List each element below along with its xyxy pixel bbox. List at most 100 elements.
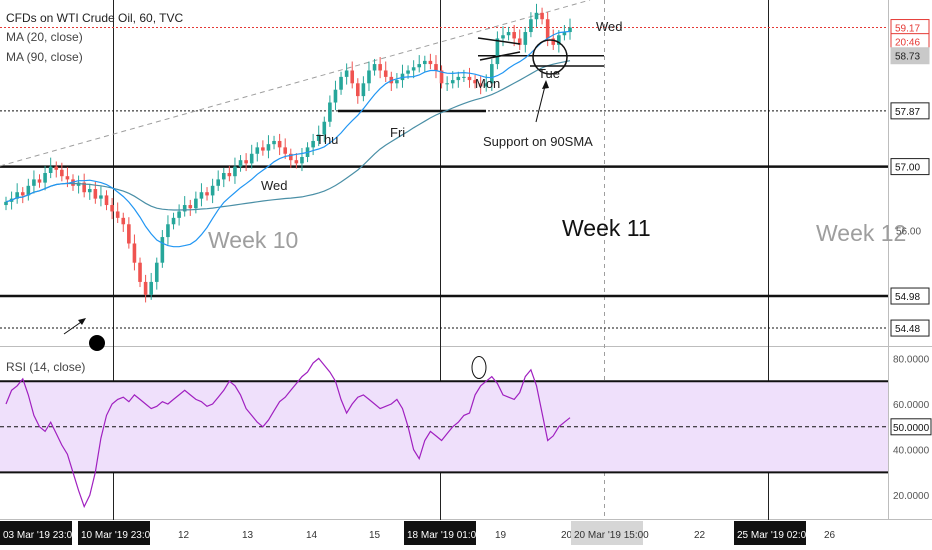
candle-body [339, 76, 343, 90]
price-badge-label: 59.17 [895, 24, 920, 35]
candle-body [311, 140, 315, 148]
rising-trendline [0, 0, 591, 167]
time-axis-label: 15 [369, 530, 381, 541]
candle-body [37, 179, 42, 183]
price-badge [890, 102, 930, 120]
annotation-0: Wed [596, 19, 623, 34]
price-badge-label: 54.48 [895, 324, 920, 335]
candle-body [60, 169, 64, 177]
candle-body [545, 19, 550, 39]
rsi-tick-label: 80.0000 [893, 354, 930, 365]
pennant-top [477, 37, 521, 45]
candle-body [490, 64, 494, 84]
candle-body [115, 211, 120, 218]
candle-body [4, 201, 8, 206]
rsi-peak-marker [471, 356, 487, 380]
candle-body [551, 38, 556, 45]
candle-body [344, 70, 349, 77]
candle-body [76, 182, 81, 186]
candle-body [227, 173, 232, 177]
candle-body [411, 67, 416, 71]
time-axis-label: 03 Mar '19 23:00 [3, 530, 78, 541]
candle-body [523, 32, 528, 45]
candle-body [266, 144, 271, 151]
candle-body [138, 262, 142, 282]
candle-body [249, 153, 254, 164]
candle-body [54, 166, 59, 170]
candle-body [127, 224, 131, 244]
candle-body [512, 32, 516, 39]
candle-body [406, 70, 410, 74]
annotation-5: Wed [261, 178, 288, 193]
low-arrow-head [78, 318, 86, 325]
time-axis-label: 19 [495, 530, 507, 541]
candle-body [484, 83, 489, 87]
candle-body [378, 64, 382, 71]
price-badge [890, 158, 930, 176]
annotation-4: Fri [390, 125, 405, 140]
candle-body [450, 80, 455, 84]
candle-body [177, 211, 181, 218]
price-tick-label: 56.00 [896, 227, 921, 238]
tue-circle-marker [532, 39, 568, 75]
candle-body [20, 192, 25, 196]
time-label-badge [404, 521, 476, 545]
candle-body [434, 64, 438, 71]
candle-body [417, 64, 422, 68]
candle-body [361, 83, 366, 97]
candle-body [495, 38, 500, 65]
rsi-badge-label: 50.0000 [893, 423, 930, 434]
candle-body [99, 195, 103, 199]
candle-body [568, 27, 572, 33]
candle-body [423, 60, 427, 65]
annotation-6: Support on 90SMA [483, 134, 593, 149]
candle-body [473, 80, 477, 84]
candle-body [255, 147, 260, 154]
candle-body [171, 217, 176, 225]
time-axis-label: 20 [561, 530, 573, 541]
candle-body [294, 160, 299, 164]
candle-body [322, 121, 327, 135]
candle-body [372, 64, 377, 71]
candle-body [110, 205, 114, 212]
candle-body [104, 195, 109, 206]
candle-body [316, 134, 321, 141]
candle-body [395, 80, 399, 84]
rsi-tick-label: 60.0000 [893, 400, 930, 411]
candle-body [478, 83, 483, 87]
candle-body [238, 160, 243, 167]
candle-body [562, 32, 567, 36]
candle-body [300, 156, 304, 164]
candle-body [517, 38, 522, 45]
candle-body [534, 12, 539, 20]
candle-body [15, 192, 19, 199]
time-axis-label: 13 [242, 530, 254, 541]
time-axis-label: 14 [306, 530, 318, 541]
candle-body [160, 237, 165, 263]
candle-body [166, 224, 170, 238]
annotation-9: Week 12 [816, 220, 906, 246]
rsi-badge [890, 418, 932, 436]
price-badge-label: 20:46 [895, 38, 920, 49]
candle-body [439, 70, 444, 84]
time-axis-label: 20 Mar '19 15:00 [574, 530, 649, 541]
rsi-tick-label: 20.0000 [893, 491, 930, 502]
candle-body [65, 176, 70, 180]
candle-body [216, 179, 220, 186]
time-axis-label: 22 [694, 530, 706, 541]
ma90-line [5, 60, 571, 211]
candle-body [82, 182, 86, 193]
candle-body [199, 192, 204, 199]
price-badge [890, 287, 930, 305]
annotation-7: Week 10 [208, 227, 298, 253]
time-axis-label: 25 Mar '19 02:00 [737, 530, 812, 541]
candle-body [367, 70, 371, 84]
candle-body [233, 166, 237, 177]
candle-body [32, 179, 36, 186]
candle-body [182, 205, 187, 212]
rsi-line [5, 357, 571, 509]
candle-body [26, 185, 31, 196]
candle-body [221, 173, 226, 180]
candle-body [48, 166, 53, 173]
